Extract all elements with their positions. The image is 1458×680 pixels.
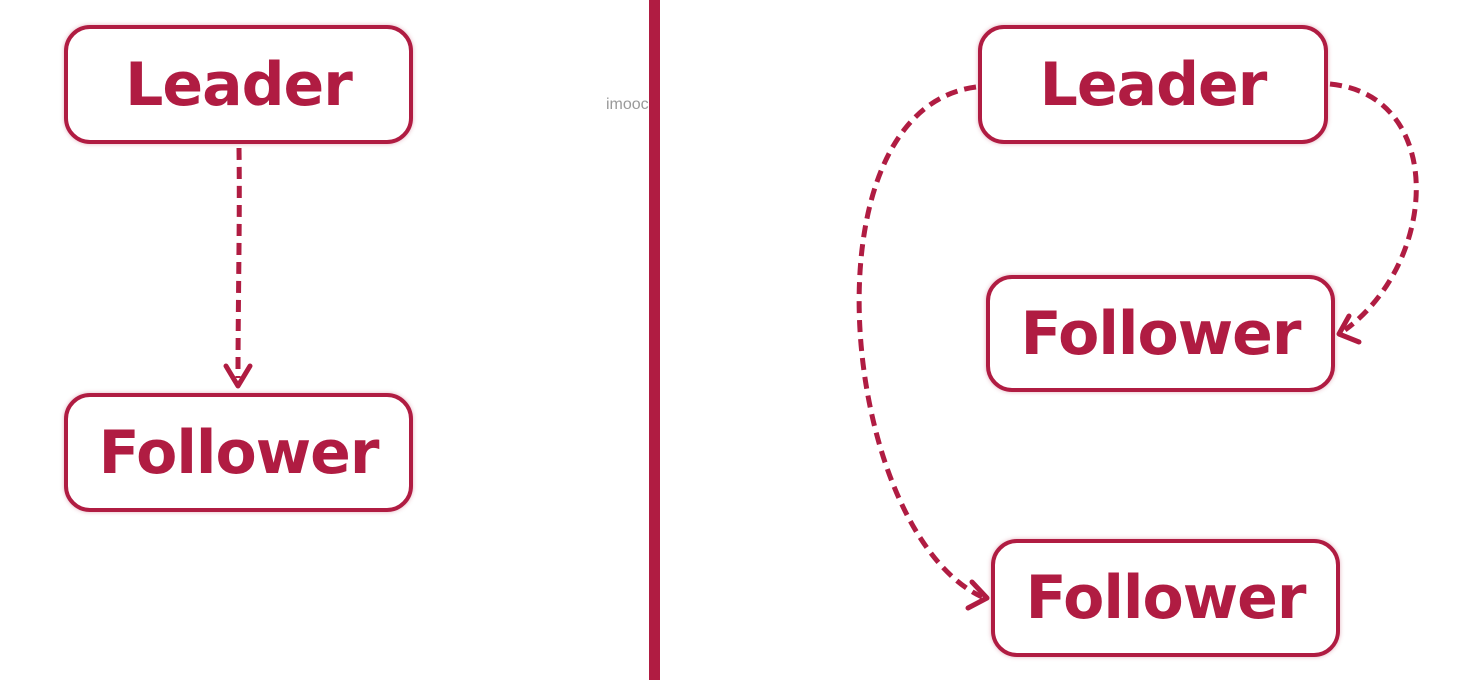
- right-follower-1-node: Follower: [986, 275, 1335, 392]
- center-divider: [649, 0, 660, 680]
- watermark: imooc: [606, 96, 649, 113]
- edge-left-leader-to-follower: [235, 147, 242, 379]
- left-follower-node: Follower: [64, 393, 413, 512]
- right-leader-label: Leader: [1039, 49, 1268, 120]
- right-follower-2-node: Follower: [991, 539, 1340, 657]
- right-follower-2-label: Follower: [1025, 563, 1307, 633]
- right-follower-1-label: Follower: [1020, 298, 1302, 369]
- edge-right-leader-to-follower-1: [1329, 81, 1419, 333]
- edge-right-leader-to-follower-2: [856, 84, 984, 600]
- left-leader-node: Leader: [64, 25, 413, 144]
- arrowhead-right-follower-1: [1336, 313, 1362, 345]
- arrowhead-left-follower: [223, 363, 253, 389]
- arrowhead-right-follower-2: [965, 579, 990, 611]
- left-leader-label: Leader: [125, 49, 353, 120]
- left-follower-label: Follower: [98, 417, 380, 488]
- right-leader-node: Leader: [978, 25, 1328, 144]
